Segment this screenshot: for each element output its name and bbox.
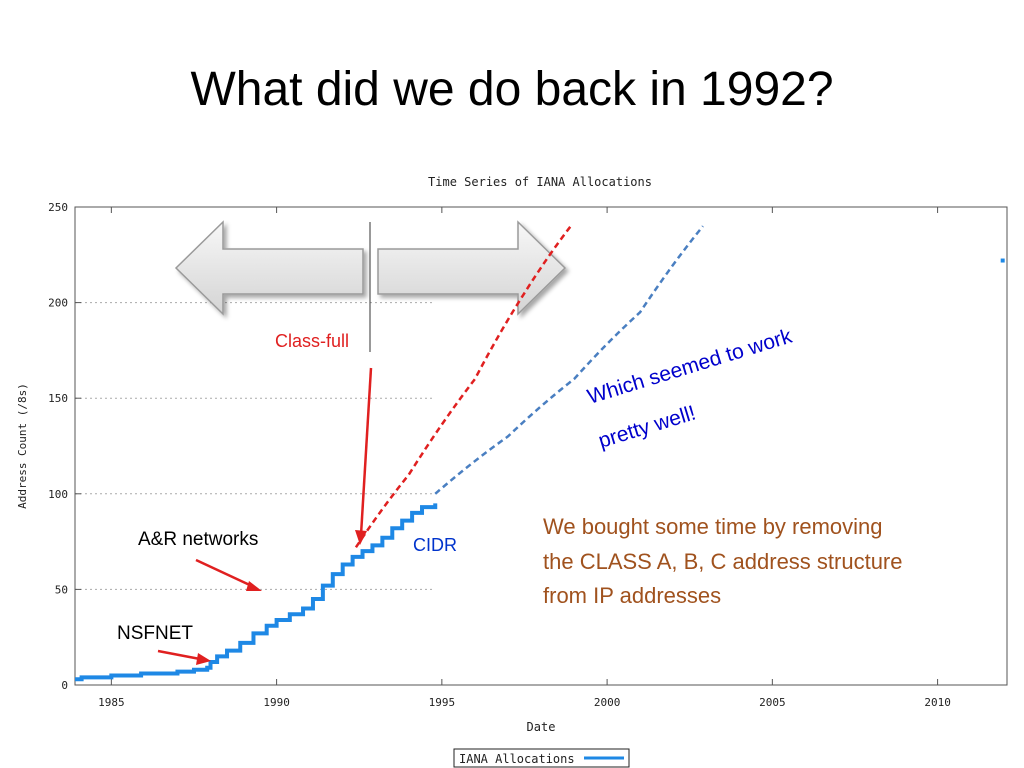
cidr-label: CIDR <box>413 535 457 555</box>
ar-networks-label: A&R networks <box>138 529 258 550</box>
y-axis-label: Address Count (/8s) <box>16 383 29 509</box>
x-axis-ticks: 1985 1990 1995 2000 2005 2010 <box>98 207 951 709</box>
y-tick-label: 100 <box>48 488 68 501</box>
series-layer <box>75 225 1005 682</box>
cidr-projection-line <box>434 225 704 495</box>
y-tick-label: 50 <box>55 583 68 596</box>
y-tick-label: 0 <box>61 679 68 692</box>
left-block-arrow-icon <box>174 220 364 316</box>
note-line-1: We bought some time by removing <box>543 514 883 539</box>
x-tick-label: 1995 <box>429 696 456 709</box>
x-tick-label: 2000 <box>594 696 621 709</box>
outlier-data-point <box>1000 258 1005 263</box>
iana-allocations-line <box>75 503 438 682</box>
legend-label: IANA Allocations <box>459 752 575 766</box>
x-tick-label: 1990 <box>263 696 290 709</box>
x-tick-label: 2005 <box>759 696 786 709</box>
x-tick-label: 1985 <box>98 696 125 709</box>
right-block-arrow-icon <box>377 220 567 316</box>
class-full-arrow-icon <box>355 367 373 545</box>
y-tick-label: 150 <box>48 392 68 405</box>
plot-frame <box>74 206 1008 686</box>
note-which-seemed-to-work: Which seemed to work <box>585 325 795 409</box>
class-full-label: Class-full <box>275 331 349 351</box>
note-line-2: the CLASS A, B, C address structure <box>543 549 903 574</box>
nsfnet-arrow-icon <box>157 649 211 665</box>
y-axis-ticks: 0 50 100 150 200 250 <box>48 201 81 692</box>
slide-title: What did we do back in 1992? <box>190 63 834 116</box>
note-pretty-well: pretty well! <box>596 401 699 452</box>
gridlines <box>75 302 435 590</box>
y-tick-label: 200 <box>48 297 68 310</box>
x-axis-label: Date <box>527 720 556 734</box>
nsfnet-label: NSFNET <box>117 623 193 644</box>
ar-networks-arrow-icon <box>195 558 262 591</box>
y-tick-label: 250 <box>48 201 68 214</box>
legend: IANA Allocations <box>453 748 630 768</box>
note-line-3: from IP addresses <box>543 583 721 608</box>
chart-title: Time Series of IANA Allocations <box>428 175 652 189</box>
class-full-projection-line <box>354 225 572 549</box>
x-tick-label: 2010 <box>924 696 951 709</box>
